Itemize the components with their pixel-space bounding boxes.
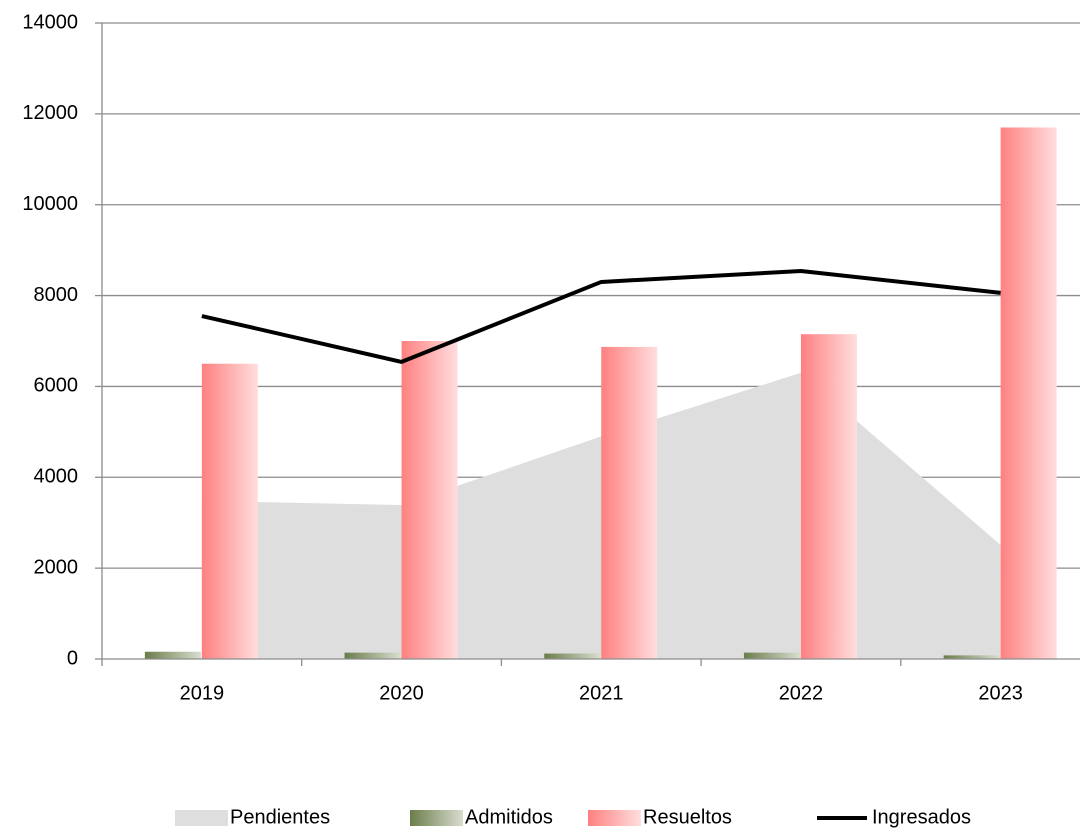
bar — [601, 346, 658, 659]
legend-label: Pendientes — [230, 806, 330, 828]
legend-label: Admitidos — [465, 806, 553, 828]
bar — [201, 363, 258, 659]
y-tick-label: 8000 — [34, 284, 79, 306]
bar — [800, 334, 857, 659]
x-tick-label: 2021 — [579, 682, 624, 704]
x-tick-label: 2022 — [779, 682, 824, 704]
y-tick-label: 4000 — [34, 466, 79, 488]
legend-label: Resueltos — [643, 806, 732, 828]
bar — [1000, 127, 1057, 659]
y-tick-label: 10000 — [22, 193, 78, 215]
bar — [544, 653, 601, 659]
y-tick-label: 14000 — [22, 11, 78, 33]
bar — [401, 341, 458, 659]
bar — [144, 651, 201, 659]
x-tick-label: 2023 — [978, 682, 1023, 704]
bar — [743, 652, 800, 659]
legend-label: Ingresados — [872, 806, 971, 828]
x-tick-label: 2020 — [379, 682, 424, 704]
legend-swatch — [175, 810, 228, 826]
y-tick-label: 12000 — [22, 102, 78, 124]
y-tick-label: 2000 — [34, 556, 79, 578]
legend-swatch — [410, 810, 463, 826]
bar — [344, 652, 401, 659]
legend-swatch — [588, 810, 641, 826]
bar — [943, 655, 1000, 659]
line — [201, 269, 1001, 364]
y-tick-label: 0 — [67, 647, 78, 669]
x-tick-label: 2019 — [180, 682, 225, 704]
y-tick-label: 6000 — [34, 375, 79, 397]
